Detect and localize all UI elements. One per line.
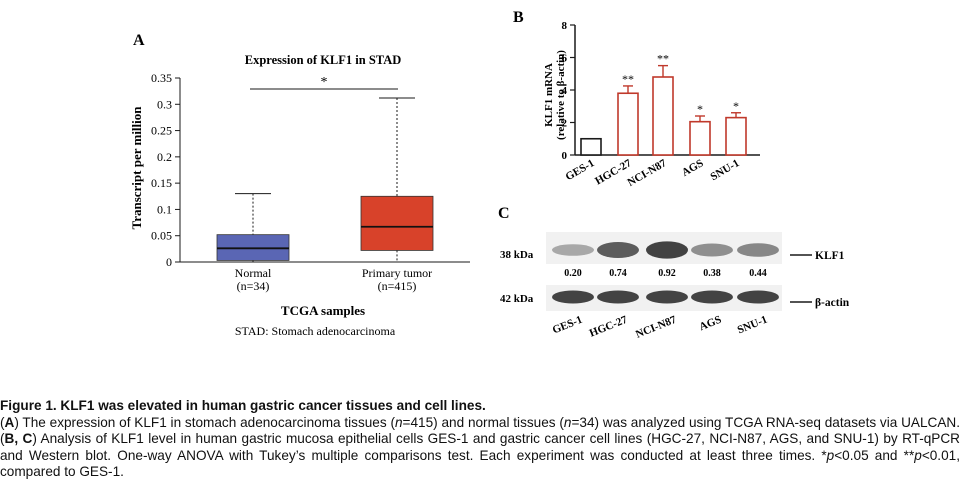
panel-a-ytick-label: 0.2 [157, 150, 172, 164]
caption-seg: ) The expression of KLF1 in stomach aden… [14, 414, 395, 430]
actin-band-label: β-actin [815, 297, 850, 309]
bar-label-ags: AGS [680, 157, 706, 179]
caption-seg: n [563, 414, 572, 430]
klf1-band [552, 244, 594, 256]
panel-a-subtitle: STAD: Stomach adenocarcinoma [235, 324, 396, 338]
box-tumor [360, 195, 434, 251]
panel-a-group2-n: (n=415) [378, 279, 417, 293]
panel-a-xlabel: TCGA samples [281, 303, 365, 318]
caption-seg: ( [0, 414, 5, 430]
lane-label-snu-1: SNU-1 [736, 314, 769, 337]
panel-a-group2-name: Primary tumor [362, 266, 432, 280]
actin-band [552, 290, 594, 304]
caption-seg: ) Analysis of KLF1 level in human gastri… [0, 431, 960, 463]
panel-a-ytick-label: 0.15 [151, 176, 172, 190]
actin-band [737, 290, 779, 304]
panel-b-ylabel-1: KLF1 mRNA [543, 63, 555, 127]
panel-b: B KLF1 mRNA (relative to β-actin) 02468 … [513, 9, 760, 189]
panel-b-ylabel-2: (relative to β-actin) [555, 50, 567, 140]
actin-band [646, 290, 688, 304]
band-density-value: 0.92 [658, 268, 676, 279]
bar-hgc-27 [617, 92, 639, 156]
caption-seg: <0.05 and ** [834, 447, 915, 463]
band-density-value: 0.38 [703, 268, 721, 279]
panel-a-ytick-label: 0 [166, 255, 172, 269]
caption-seg: B, C [4, 431, 33, 446]
klf1-kda-label: 38 kDa [500, 249, 534, 261]
caption-seg: <0.01, compared to GES-1. [0, 447, 960, 480]
panel-b-ytick-label: 8 [562, 20, 568, 32]
panel-b-ytick-label: 6 [562, 53, 568, 65]
panel-a-significance: * [321, 75, 328, 90]
panel-b-ytick-label: 4 [562, 85, 568, 97]
bar-ges-1 [580, 137, 602, 156]
significance-mark: ** [622, 72, 634, 86]
blot-bands [552, 241, 779, 304]
band-density-value: 0.74 [609, 268, 627, 279]
caption-title: Figure 1. KLF1 was elevated in human gas… [0, 398, 486, 413]
klf1-band [737, 243, 779, 257]
panel-c-letter: C [498, 205, 510, 222]
lane-label-hgc-27: HGC-27 [588, 313, 630, 339]
figure-caption: Figure 1. KLF1 was elevated in human gas… [0, 398, 960, 481]
bar-snu-1 [725, 116, 747, 156]
caption-seg: p [914, 447, 922, 463]
actin-kda-label: 42 kDa [500, 293, 534, 305]
band-density-value: 0.44 [749, 268, 767, 279]
panel-b-ytick-label: 2 [562, 118, 568, 130]
panel-a-yaxis: 0 0.05 0.1 0.15 0.2 0.25 0.3 0.35 [151, 71, 470, 269]
caption-seg: =34) was analyzed using TCGA RNA-seq dat… [0, 414, 961, 447]
panel-a-group1-n: (n=34) [237, 279, 270, 293]
bar-nci-n87 [652, 76, 674, 156]
panel-a-title: Expression of KLF1 in STAD [245, 53, 402, 67]
klf1-band-label: KLF1 [815, 250, 845, 262]
klf1-band [646, 241, 688, 259]
actin-band [597, 290, 639, 304]
lane-labels: GES-1 HGC-27 NCI-N87 AGS SNU-1 [551, 313, 769, 340]
panel-b-ytick-label: 0 [562, 150, 568, 162]
panel-a-letter: A [133, 32, 145, 49]
figure: A Expression of KLF1 in STAD Transcript … [129, 9, 850, 341]
caption-text: (A) The expression of KLF1 in stomach ad… [0, 415, 960, 480]
panel-c: C 38 kDa 42 kDa KLF1 β-actin 0.20 0.74 0.9… [498, 205, 850, 341]
klf1-band [691, 243, 733, 257]
lane-label-ags: AGS [698, 314, 723, 334]
significance-mark: ** [657, 52, 669, 66]
band-densities: 0.20 0.74 0.92 0.38 0.44 [564, 268, 767, 279]
caption-seg: p [826, 447, 835, 463]
caption-seg: =415) and normal tissues ( [402, 414, 564, 430]
panel-a-ytick-label: 0.35 [151, 71, 172, 85]
panel-a-ytick-label: 0.3 [157, 97, 172, 111]
lane-label-nci-n87: NCI-N87 [634, 313, 679, 340]
panel-a-ylabel: Transcript per million [129, 106, 144, 230]
panel-b-bars: ***** * [580, 52, 747, 156]
panel-a-boxes [216, 97, 434, 262]
caption-seg: n [394, 414, 403, 430]
lane-label-ges-1: GES-1 [551, 314, 584, 337]
bar-label-ges-1: GES-1 [563, 157, 596, 183]
panel-a-ytick-label: 0.1 [157, 202, 172, 216]
bar-ags [689, 120, 711, 156]
actin-band [691, 290, 733, 304]
band-density-value: 0.20 [564, 268, 582, 279]
panel-a-group1-name: Normal [235, 266, 272, 280]
bar-label-nci-n87: NCI-N87 [625, 157, 668, 189]
significance-mark: * [733, 99, 739, 113]
panel-b-letter: B [513, 9, 524, 26]
panel-a-ytick-label: 0.05 [151, 229, 172, 243]
significance-mark: * [697, 102, 703, 116]
panel-a: A Expression of KLF1 in STAD Transcript … [129, 32, 470, 338]
panel-a-ytick-label: 0.25 [151, 124, 172, 138]
klf1-band [597, 242, 639, 258]
bar-label-snu-1: SNU-1 [709, 157, 742, 183]
caption-seg: A [4, 414, 15, 430]
